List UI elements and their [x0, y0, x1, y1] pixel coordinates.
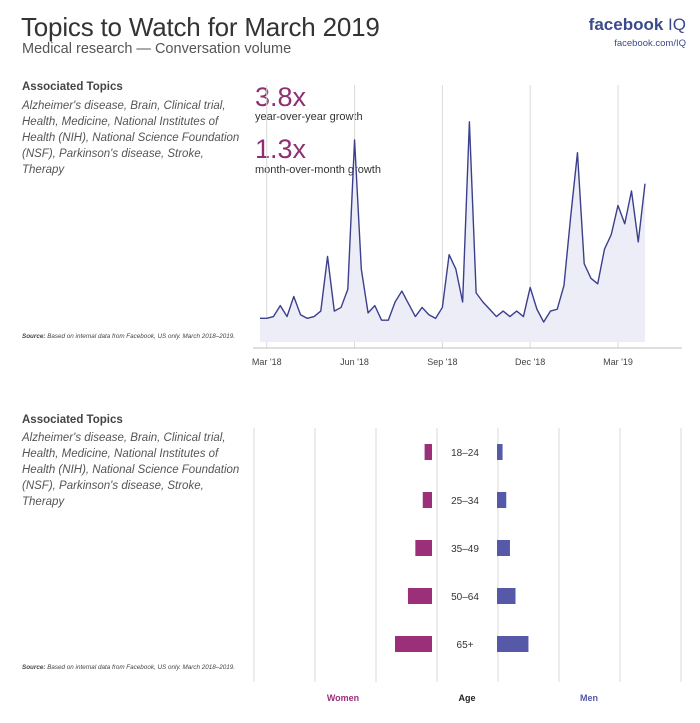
source-note: Source: Based on internal data from Face…: [22, 331, 252, 342]
x-tick-label: Mar '18: [252, 357, 282, 367]
x-tick-label: Dec '18: [515, 357, 545, 367]
brand-logo-text: facebook: [588, 15, 664, 34]
x-tick-label: Mar '19: [603, 357, 633, 367]
men-bar: [497, 444, 503, 460]
mom-growth-value: 1.3x: [255, 134, 307, 164]
brand-url[interactable]: facebook.com/IQ: [614, 38, 686, 49]
page-subtitle: Medical research — Conversation volume: [22, 41, 292, 57]
associated-topics-heading: Associated Topics: [22, 81, 123, 93]
associated-topics-heading-2: Associated Topics: [22, 414, 123, 426]
legend-age: Age: [458, 693, 475, 703]
age-gender-chart: 18–24 25–34 35–49 50–64 65+ Women Age Men: [253, 428, 682, 703]
page-title: Topics to Watch for March 2019: [21, 12, 380, 42]
conversation-volume-chart: Mar '18 Jun '18 Sep '18 Dec '18 Mar '19: [252, 85, 682, 367]
yoy-growth-value: 3.8x: [255, 82, 307, 112]
associated-topics-list-2: Alzheimer's disease, Brain, Clinical tri…: [22, 432, 240, 508]
age-category-label: 18–24: [451, 448, 479, 459]
volume-area: [260, 121, 645, 342]
men-bar: [497, 588, 516, 604]
women-bar: [415, 540, 432, 556]
men-bar: [497, 636, 529, 652]
source-note-2: Source: Based on internal data from Face…: [22, 662, 252, 673]
brand-logo[interactable]: facebook IQ: [589, 15, 686, 35]
women-bar: [395, 636, 432, 652]
source-text-2: Based on internal data from Facebook, US…: [47, 664, 236, 671]
source-label: Source:: [22, 333, 46, 340]
age-category-label: 35–49: [451, 544, 479, 555]
source-label-2: Source:: [22, 664, 46, 671]
x-tick-label: Sep '18: [427, 357, 457, 367]
legend-men: Men: [580, 693, 598, 703]
women-bar: [407, 588, 432, 604]
volume-line: [260, 121, 646, 323]
age-category-label: 50–64: [451, 592, 479, 603]
men-bar: [497, 492, 507, 508]
mom-growth-label: month-over-month growth: [255, 164, 381, 176]
women-bar: [424, 444, 432, 460]
legend-women: Women: [327, 693, 359, 703]
associated-topics-list: Alzheimer's disease, Brain, Clinical tri…: [22, 100, 240, 176]
age-category-label: 25–34: [451, 496, 479, 507]
x-tick-label: Jun '18: [340, 357, 369, 367]
source-text: Based on internal data from Facebook, US…: [47, 333, 236, 340]
women-bar: [422, 492, 432, 508]
brand-logo-iq: IQ: [668, 15, 686, 34]
yoy-growth-label: year-over-year growth: [255, 111, 363, 123]
men-bar: [497, 540, 510, 556]
age-category-label: 65+: [457, 640, 474, 651]
